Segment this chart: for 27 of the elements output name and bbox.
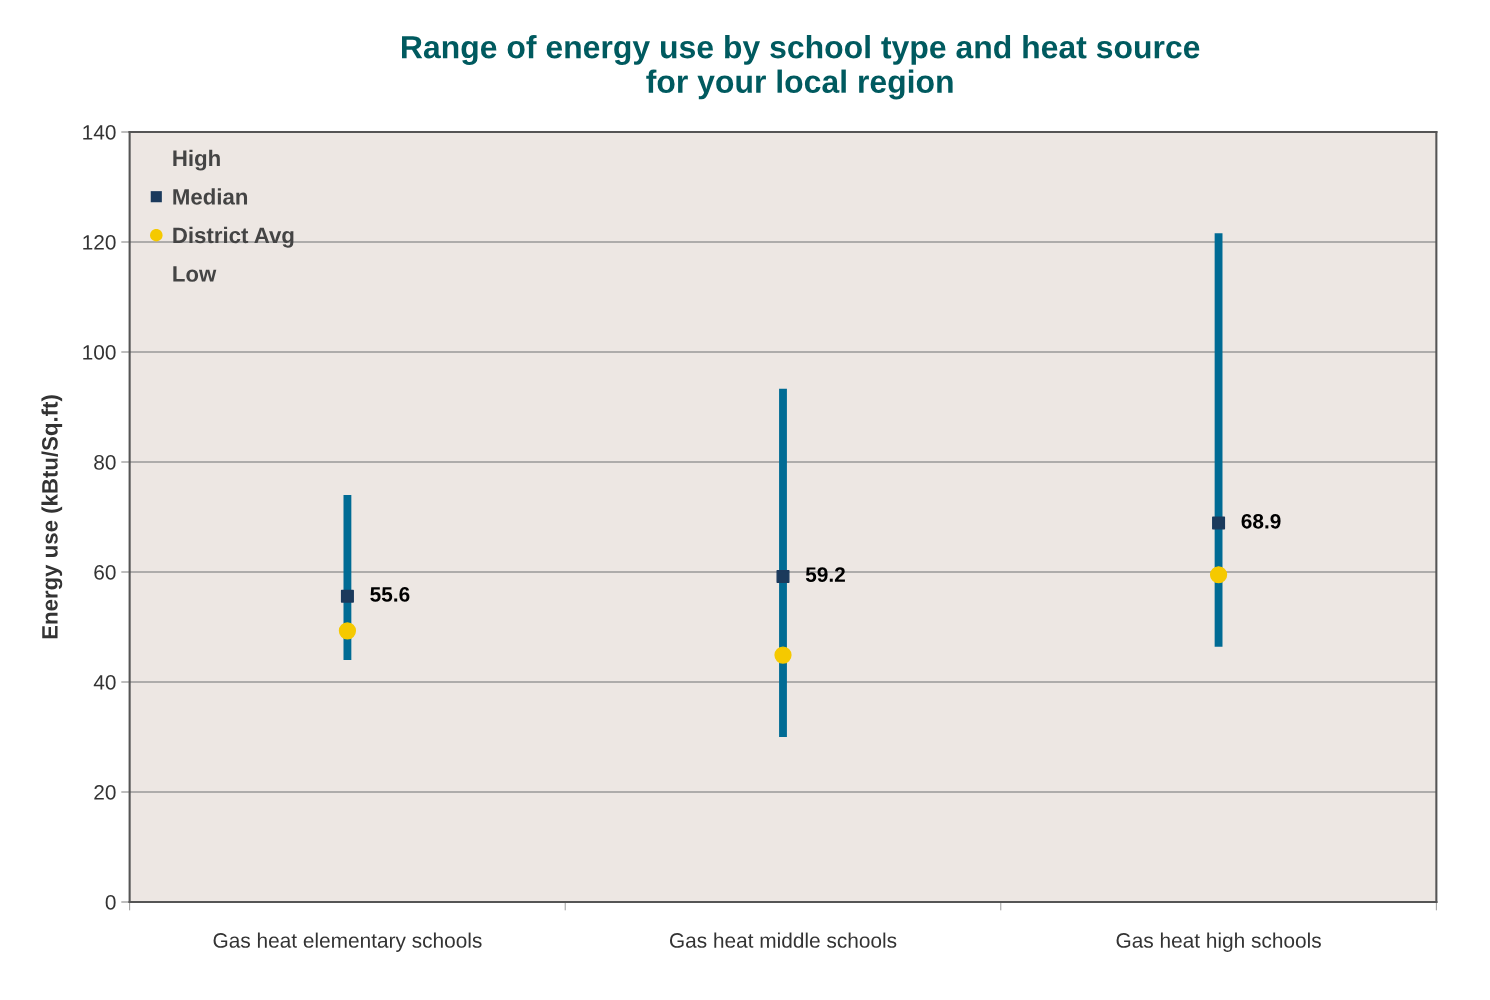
y-tick-label: 0 xyxy=(105,895,116,910)
data-label: 55.6 xyxy=(370,587,410,602)
x-tick-label: Gas heat middle schools xyxy=(669,932,897,948)
chart-title: Range of energy use by school type and heat source for your local region xyxy=(402,35,1200,100)
y-axis-title: Energy use (kBtu/Sq.ft) xyxy=(41,395,63,639)
point xyxy=(338,622,357,640)
point xyxy=(1212,516,1226,530)
x-tick-label: Gas heat elementary schools xyxy=(213,932,482,952)
legend-label: Median xyxy=(173,188,248,205)
point xyxy=(1209,566,1228,584)
y-tick-label: 100 xyxy=(83,345,116,360)
point xyxy=(776,569,790,583)
bar xyxy=(779,388,787,737)
point xyxy=(774,646,792,664)
y-tick-label: 40 xyxy=(93,675,116,690)
y-tick-label: 20 xyxy=(94,785,116,800)
y-tick-label: 80 xyxy=(94,455,116,470)
x-tick-label: Gas heat high schools xyxy=(1116,932,1321,952)
annotation: High xyxy=(173,149,220,171)
y-tick-label: 60 xyxy=(94,565,116,580)
y-tick-label: 120 xyxy=(83,235,116,250)
annotation: Low xyxy=(173,266,217,282)
data-label: 59.2 xyxy=(805,567,845,582)
data-label: 68.9 xyxy=(1241,513,1281,529)
legend-label: District Avg xyxy=(173,226,294,248)
point xyxy=(340,589,354,603)
y-tick-label: 140 xyxy=(83,125,116,140)
